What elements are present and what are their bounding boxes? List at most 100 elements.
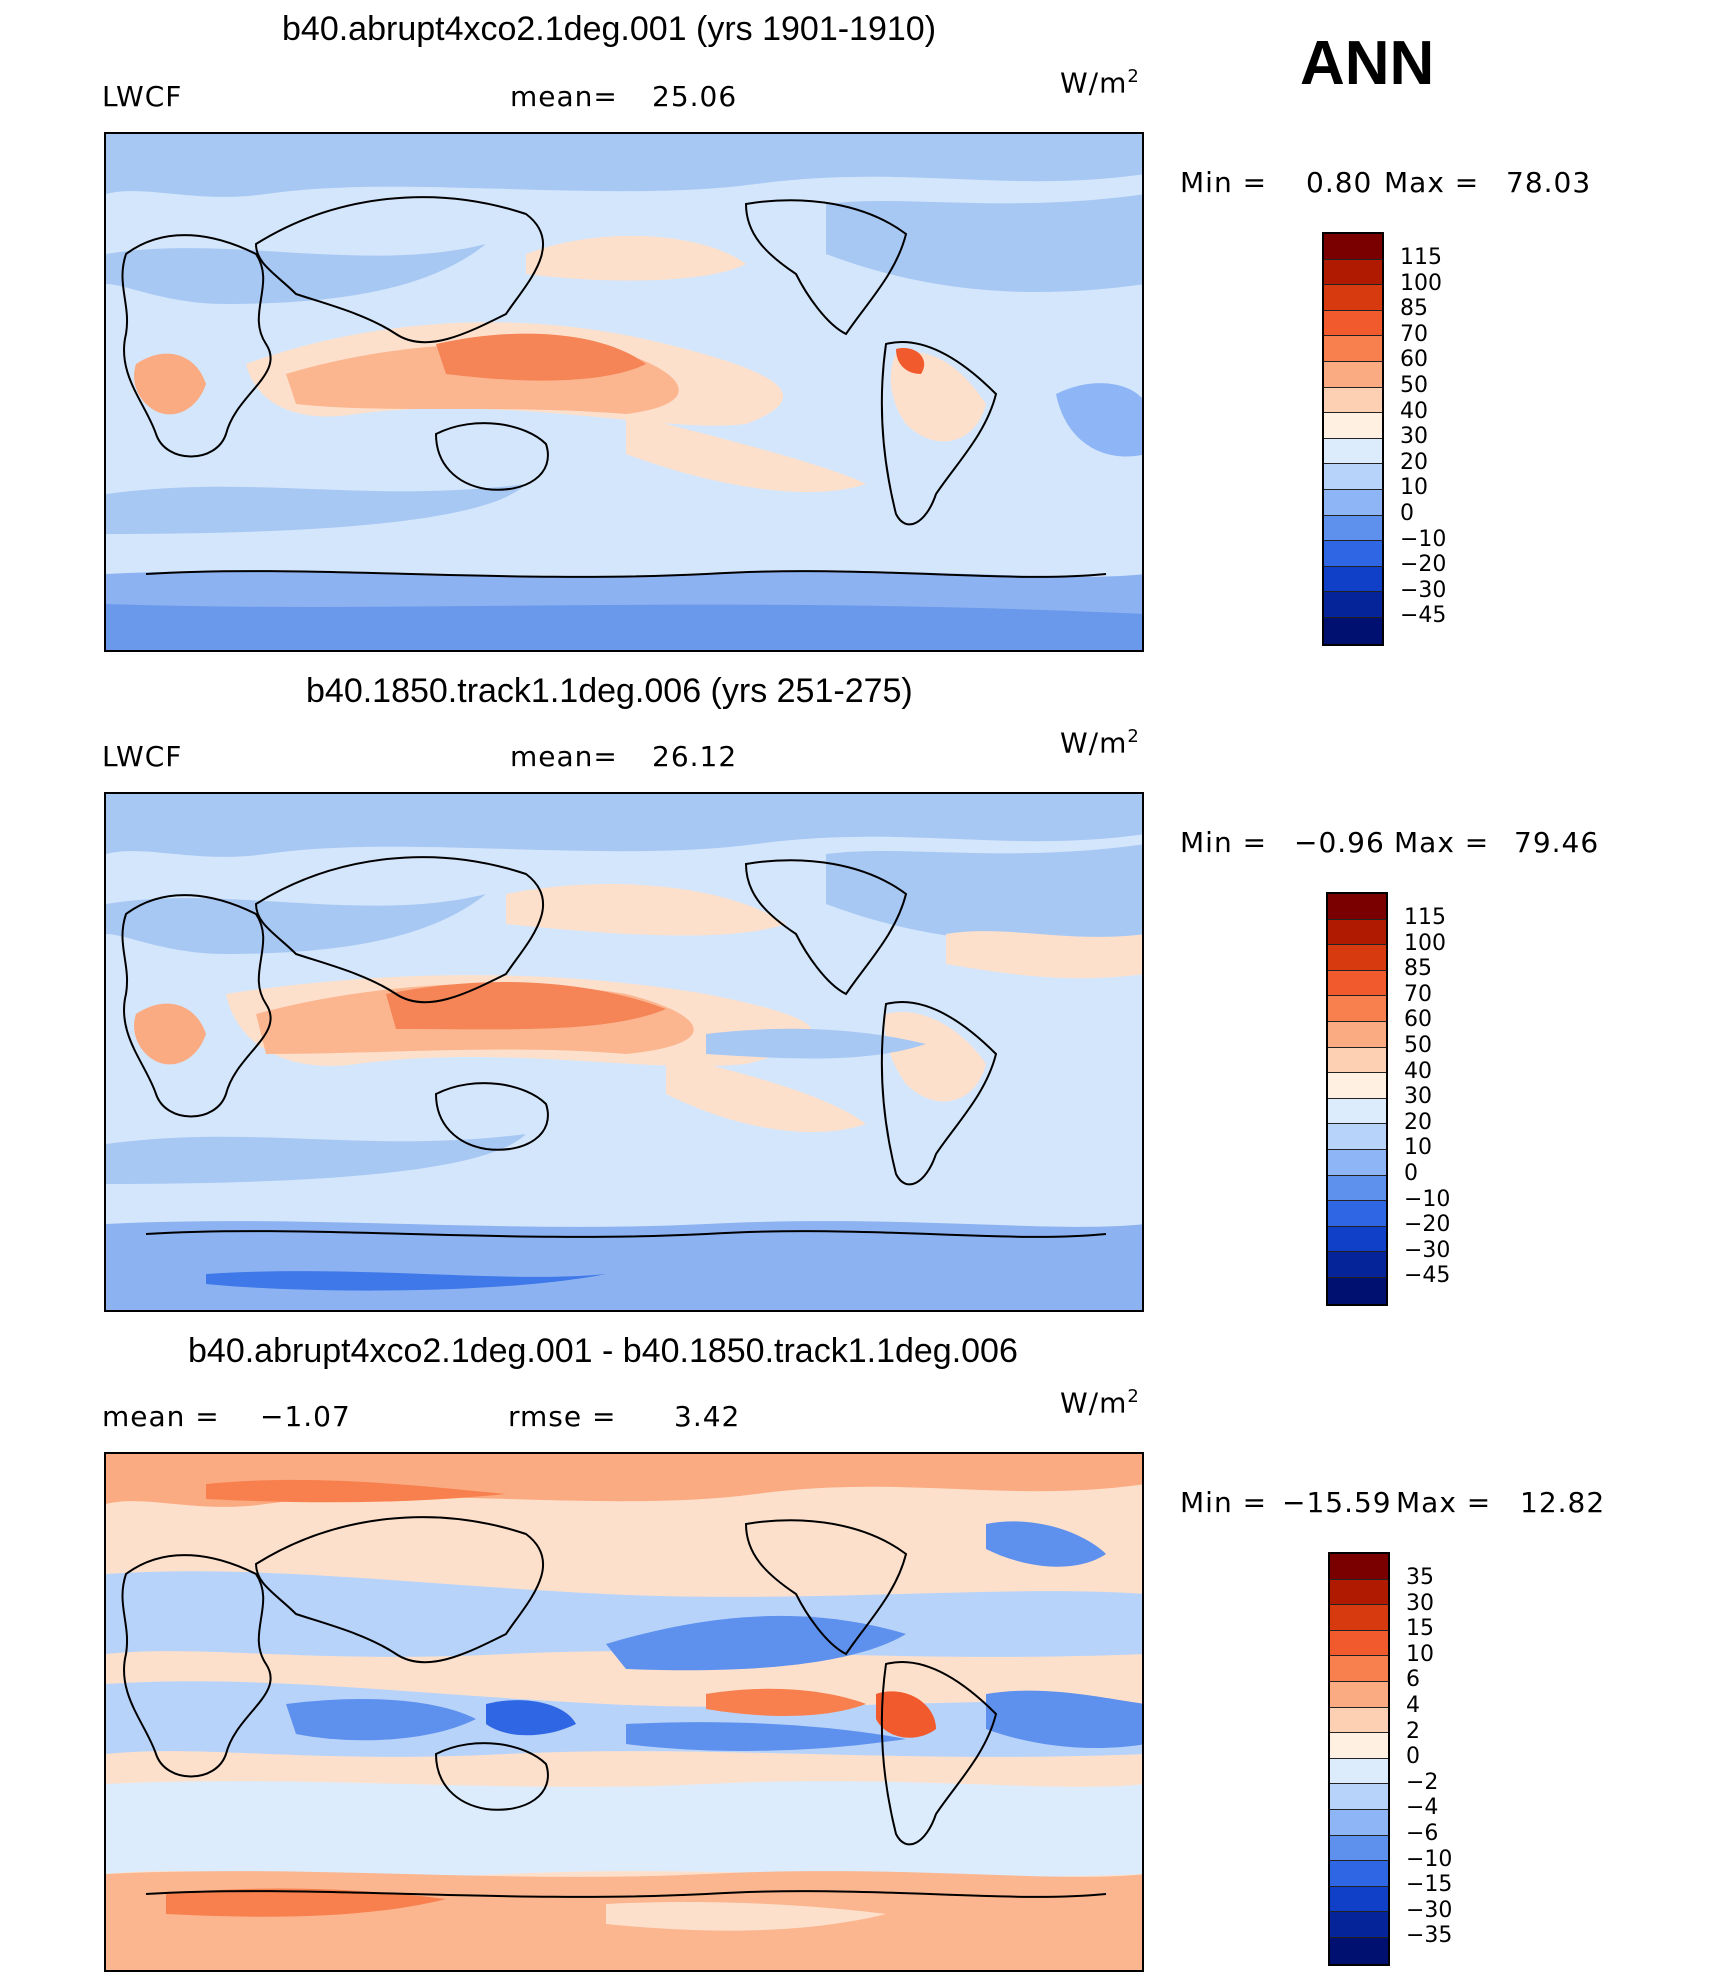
panel3-rmse-label: rmse = (508, 1400, 617, 1433)
colorbar-tick-label: −45 (1400, 603, 1447, 629)
panel2-min-label: Min = (1180, 826, 1268, 859)
panel3-min-value: −15.59 (1282, 1486, 1392, 1519)
colorbar-segment (1330, 1784, 1388, 1810)
colorbar-tick-label: 0 (1406, 1744, 1420, 1770)
colorbar-tick-label: 70 (1400, 321, 1428, 347)
colorbar-segment (1328, 1149, 1386, 1176)
colorbar-segment (1324, 361, 1382, 388)
panel1-mean-label: mean= (510, 80, 618, 113)
colorbar-segment (1324, 541, 1382, 567)
colorbar-segment (1328, 1021, 1386, 1048)
colorbar-tick-label: 40 (1400, 398, 1428, 424)
colorbar-segment (1328, 1124, 1386, 1150)
colorbar-tick-label: 2 (1406, 1718, 1420, 1744)
panel2-units: W/m2 (1060, 726, 1140, 760)
colorbar-segment (1328, 945, 1386, 971)
colorbar-segment (1330, 1605, 1388, 1631)
panel3-rmse-value: 3.42 (674, 1400, 741, 1433)
colorbar-tick-label: 50 (1404, 1032, 1432, 1058)
colorbar-segment (1330, 1758, 1388, 1785)
colorbar-segment (1328, 996, 1386, 1022)
colorbar-tick-label: 40 (1404, 1058, 1432, 1084)
colorbar-tick-label: 20 (1400, 449, 1428, 475)
colorbar-segment (1330, 1733, 1388, 1759)
colorbar-tick-label: 30 (1404, 1084, 1432, 1110)
colorbar-tick-label: 0 (1400, 500, 1414, 526)
colorbar-tick-label: 50 (1400, 372, 1428, 398)
colorbar-segment (1330, 1809, 1388, 1836)
colorbar-tick-label: 70 (1404, 981, 1432, 1007)
colorbar-segment (1330, 1579, 1388, 1606)
colorbar-segment (1328, 1098, 1386, 1125)
colorbar-segment (1328, 919, 1386, 946)
colorbar-tick-label: 85 (1400, 296, 1428, 322)
colorbar-tick-label: 10 (1406, 1641, 1434, 1667)
colorbar-tick-label: 115 (1404, 905, 1446, 930)
colorbar-tick-label: 10 (1400, 475, 1428, 501)
panel1-title: b40.abrupt4xco2.1deg.001 (yrs 1901-1910) (282, 10, 937, 48)
colorbar-tick-label: 15 (1406, 1616, 1434, 1642)
colorbar-segment (1330, 1861, 1388, 1887)
colorbar-tick-label: 6 (1406, 1667, 1420, 1693)
panel1-min-value: 0.80 (1306, 166, 1373, 199)
colorbar-tick-label: −10 (1400, 526, 1447, 552)
colorbar-segment (1324, 336, 1382, 362)
colorbar-segment (1324, 310, 1382, 337)
colorbar-segment (1328, 1226, 1386, 1253)
colorbar-segment (1330, 1886, 1388, 1913)
colorbar-segment (1324, 617, 1382, 644)
colorbar-tick-label: −4 (1406, 1795, 1439, 1821)
panel2-max-label: Max = (1394, 826, 1490, 859)
colorbar-tick-label: −45 (1404, 1263, 1451, 1289)
colorbar-tick-label: 10 (1404, 1135, 1432, 1161)
colorbar-segment (1328, 1047, 1386, 1074)
panel3-map (104, 1452, 1144, 1972)
colorbar-tick-label: −30 (1406, 1897, 1453, 1923)
colorbar-tick-label: 60 (1400, 347, 1428, 373)
colorbar-tick-label: 60 (1404, 1007, 1432, 1033)
colorbar-tick-label: −20 (1400, 552, 1447, 578)
panel2-mean-label: mean= (510, 740, 618, 773)
colorbar-segment (1330, 1554, 1388, 1580)
colorbar-tick-label: 30 (1406, 1590, 1434, 1616)
colorbar-tick-label: 100 (1404, 930, 1446, 956)
panel3-title: b40.abrupt4xco2.1deg.001 - b40.1850.trac… (188, 1332, 1018, 1370)
colorbar-segment (1330, 1656, 1388, 1682)
panel1-min-label: Min = (1180, 166, 1268, 199)
colorbar-segment (1324, 413, 1382, 439)
panel3-units: W/m2 (1060, 1386, 1140, 1420)
colorbar-tick-label: −6 (1406, 1820, 1439, 1846)
colorbar-segment (1330, 1681, 1388, 1708)
colorbar-segment (1330, 1937, 1388, 1964)
colorbar-segment (1328, 970, 1386, 997)
panel2-min-value: −0.96 (1294, 826, 1385, 859)
colorbar-segment (1328, 1201, 1386, 1227)
panel2-mean-value: 26.12 (652, 740, 738, 773)
panel3-max-label: Max = (1396, 1486, 1492, 1519)
panel1-max-label: Max = (1384, 166, 1480, 199)
colorbar-segment (1324, 566, 1382, 593)
colorbar-segment (1328, 1073, 1386, 1099)
colorbar-tick-label: 0 (1404, 1160, 1418, 1186)
colorbar-tick-label: −20 (1404, 1212, 1451, 1238)
panel3-mean-label: mean = (102, 1400, 220, 1433)
panel3-mean-value: −1.07 (260, 1400, 351, 1433)
colorbar-tick-label: −35 (1406, 1923, 1453, 1949)
panel1-colorbar (1322, 232, 1384, 646)
colorbar-segment (1324, 259, 1382, 286)
colorbar-tick-label: −2 (1406, 1769, 1439, 1795)
panel2-colorbar (1326, 892, 1388, 1306)
panel3-max-value: 12.82 (1520, 1486, 1606, 1519)
colorbar-tick-label: 35 (1406, 1565, 1434, 1590)
colorbar-segment (1330, 1707, 1388, 1734)
colorbar-tick-label: −30 (1404, 1237, 1451, 1263)
panel1-map (104, 132, 1144, 652)
panel2-max-value: 79.46 (1514, 826, 1600, 859)
colorbar-segment (1328, 1277, 1386, 1304)
panel3-colorbar-ticks: 35 30 15 10 6 4 2 0 −2 −4 −6 −10 −15 −30 −35 (1406, 1565, 1452, 1949)
colorbar-segment (1330, 1912, 1388, 1938)
panel2-variable-label: LWCF (102, 740, 183, 773)
panel3-colorbar (1328, 1552, 1390, 1966)
panel1-max-value: 78.03 (1506, 166, 1592, 199)
panel1-units: W/m2 (1060, 66, 1140, 100)
